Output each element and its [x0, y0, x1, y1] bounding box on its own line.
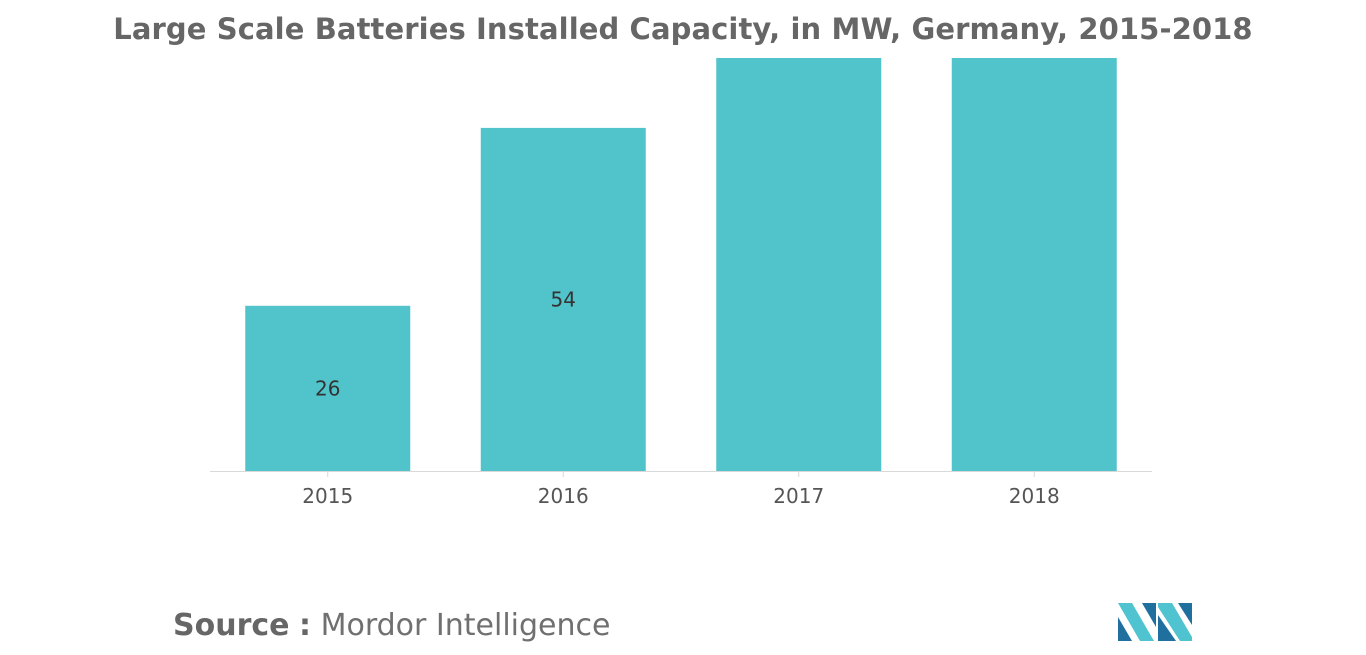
logo-stroke-mid: [1142, 603, 1156, 627]
source-name: Mordor Intelligence: [320, 608, 611, 643]
bar-2017: [716, 58, 882, 471]
chart-title: Large Scale Batteries Installed Capacity…: [113, 12, 1253, 46]
logo-stroke-top-right: [1178, 603, 1192, 625]
data-label-2016: 54: [551, 287, 576, 311]
bar-2018: [951, 58, 1117, 471]
logo-stroke-right: [1158, 603, 1192, 641]
logo-stroke-right-base: [1158, 615, 1176, 641]
logo-stroke-left-base: [1118, 617, 1132, 641]
bar-2015: [245, 305, 411, 471]
bar-2016: [480, 127, 646, 472]
x-tick-label-2017: 2017: [773, 484, 824, 508]
x-tick-label-2018: 2018: [1009, 484, 1060, 508]
bars-layer: [245, 58, 1117, 472]
data-label-2015: 26: [315, 376, 340, 400]
source-separator: :: [299, 608, 312, 643]
x-tick-label-2016: 2016: [538, 484, 589, 508]
source-note: Source : Mordor Intelligence: [173, 608, 610, 643]
source-label: Source: [173, 608, 290, 643]
mordor-intelligence-logo: [1118, 603, 1192, 641]
ticks-layer: 2015 2016 2017 2018: [302, 471, 1060, 508]
x-tick-label-2015: 2015: [302, 484, 353, 508]
bar-chart: 2015 2016 2017 2018 26 54: [210, 58, 1152, 508]
labels-layer: 26 54: [315, 287, 576, 400]
logo-stroke-left: [1118, 603, 1154, 641]
